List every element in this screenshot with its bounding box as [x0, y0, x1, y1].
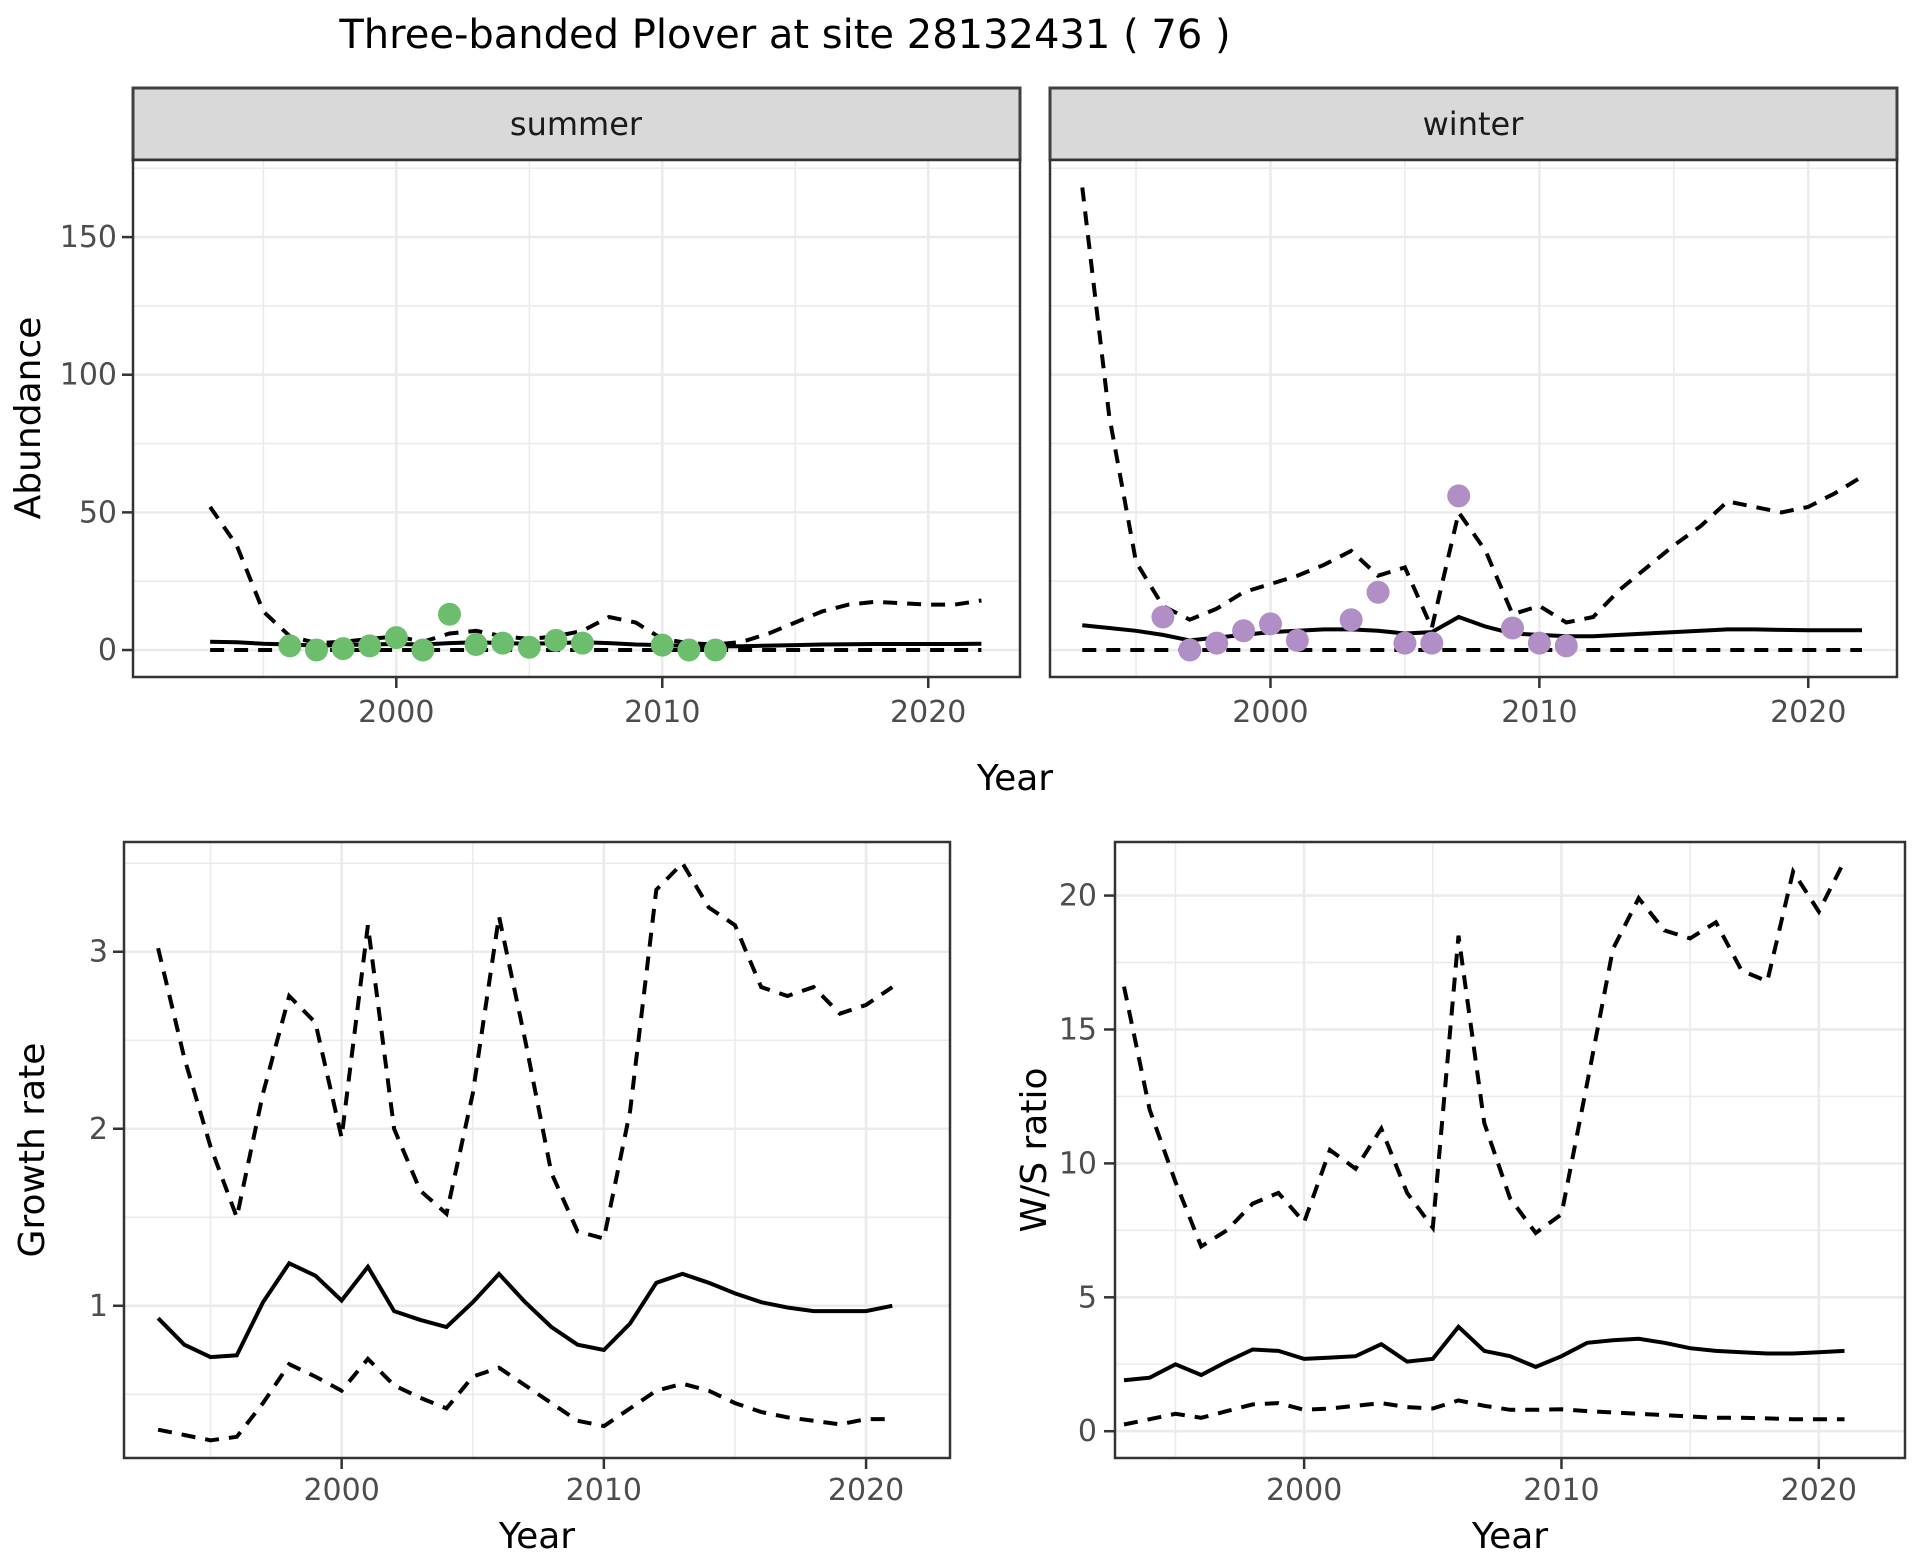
- facet-strip-winter-label: winter: [1423, 105, 1525, 143]
- facet-strip-summer: [131, 86, 1022, 162]
- x-tick-label: 2000: [358, 695, 434, 730]
- data-point-summer: [278, 634, 302, 658]
- y-tick-label: 100: [60, 358, 117, 393]
- data-point-summer: [703, 638, 727, 662]
- x-tick-label: 2020: [828, 1473, 904, 1508]
- series-median-line: [1123, 1323, 1845, 1383]
- data-point-winter: [1178, 638, 1202, 662]
- facet-strips: summer winter: [131, 86, 1899, 162]
- data-point-summer: [305, 638, 329, 662]
- data-point-winter: [1339, 608, 1363, 632]
- facet-strip-winter: [1048, 86, 1899, 162]
- panel-border: [122, 840, 952, 1460]
- panel-ws: 2000 2010 2020 0 5 10 15 20: [1059, 840, 1907, 1508]
- data-point-winter: [1258, 612, 1282, 636]
- data-point-winter: [1393, 631, 1417, 655]
- y-tick-label: 50: [79, 495, 117, 530]
- panel-background: [1050, 160, 1897, 677]
- y-tick-label: 3: [89, 935, 108, 970]
- panel-summer: 2000 2010 2020 0 50 100 150: [60, 158, 1022, 730]
- panel-winter: 2000 2010 2020: [1048, 158, 1899, 730]
- data-point-summer: [464, 633, 488, 657]
- series-upper_ci-line: [156, 859, 894, 1241]
- panel-border: [1113, 840, 1907, 1460]
- chart-title: Three-banded Plover at site 28132431 ( 7…: [338, 12, 1230, 58]
- data-point-winter: [1205, 631, 1229, 655]
- facet-strip-summer-label: summer: [510, 105, 643, 143]
- x-tick-label: 2020: [1781, 1473, 1857, 1508]
- y-tick-label: 20: [1059, 879, 1097, 914]
- data-point-winter: [1447, 484, 1471, 508]
- data-point-winter: [1366, 580, 1390, 604]
- y-tick-label: 1: [89, 1289, 108, 1324]
- panel-border: [1048, 158, 1899, 679]
- y-tick-label: 150: [60, 220, 117, 255]
- y-tick-label: 10: [1059, 1146, 1097, 1181]
- series-lower_ci-line: [1123, 1398, 1845, 1427]
- panel-background: [124, 842, 950, 1458]
- data-point-winter: [1232, 619, 1256, 643]
- x-tick-label: 2010: [1501, 695, 1577, 730]
- x-tick-label: 2020: [890, 695, 966, 730]
- data-point-winter: [1554, 634, 1578, 658]
- x-tick-label: 2020: [1770, 695, 1846, 730]
- y-tick-label: 2: [89, 1112, 108, 1147]
- panel-border: [131, 158, 1022, 679]
- panel-background: [133, 160, 1020, 677]
- x-tick-label: 2010: [624, 695, 700, 730]
- x-tick-label: 2000: [1266, 1473, 1342, 1508]
- series-upper_ci-line: [1122, 859, 1847, 1250]
- data-point-summer: [438, 602, 462, 626]
- data-point-winter: [1420, 631, 1444, 655]
- data-point-winter: [1500, 616, 1524, 640]
- data-point-winter: [1285, 628, 1309, 652]
- data-point-summer: [650, 633, 674, 657]
- data-point-summer: [384, 626, 408, 650]
- data-point-winter: [1527, 631, 1551, 655]
- data-point-summer: [331, 637, 355, 661]
- series-lower_ci-line: [157, 1355, 893, 1443]
- data-point-summer: [677, 638, 701, 662]
- top-y-axis-title: Abundance: [8, 317, 49, 520]
- x-tick-label: 2000: [1232, 695, 1308, 730]
- growth-y-axis-title: Growth rate: [12, 1043, 53, 1258]
- data-point-summer: [517, 635, 541, 659]
- y-tick-label: 0: [1078, 1414, 1097, 1449]
- y-tick-label: 0: [98, 633, 117, 668]
- ws-x-axis-title: Year: [1471, 1516, 1548, 1557]
- data-point-summer: [570, 631, 594, 655]
- y-tick-label: 15: [1059, 1012, 1097, 1047]
- growth-x-axis-title: Year: [498, 1516, 575, 1557]
- series-upper_ci-line: [1080, 187, 1864, 635]
- panel-background: [1115, 842, 1905, 1458]
- y-tick-label: 5: [1078, 1280, 1097, 1315]
- x-tick-label: 2010: [566, 1473, 642, 1508]
- data-point-summer: [358, 634, 382, 658]
- x-tick-label: 2010: [1523, 1473, 1599, 1508]
- series-median-line: [156, 1260, 893, 1360]
- panel-growth: 2000 2010 2020 1 2 3: [89, 840, 952, 1508]
- data-point-summer: [411, 638, 435, 662]
- x-tick-label: 2000: [303, 1473, 379, 1508]
- data-point-summer: [544, 628, 568, 652]
- top-x-axis-title: Year: [976, 758, 1053, 799]
- data-point-winter: [1151, 605, 1175, 629]
- data-point-summer: [491, 631, 515, 655]
- ws-y-axis-title: W/S ratio: [1014, 1067, 1055, 1232]
